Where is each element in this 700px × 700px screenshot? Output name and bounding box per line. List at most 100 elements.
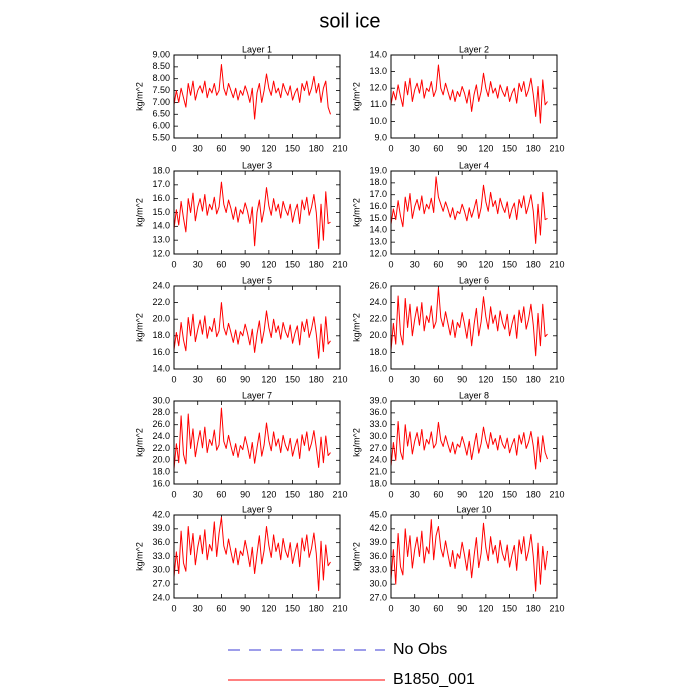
x-tick-label: 120 xyxy=(261,259,276,269)
y-axis-label: kg/m^2 xyxy=(134,198,144,227)
plot-frame xyxy=(173,400,341,485)
x-tick-label: 120 xyxy=(261,374,276,384)
x-tick-label: 60 xyxy=(433,374,443,384)
y-axis-label: kg/m^2 xyxy=(351,542,361,571)
y-tick-label: 14.0 xyxy=(369,225,387,235)
x-tick-label: 0 xyxy=(171,374,176,384)
x-tick-label: 60 xyxy=(216,143,226,153)
x-tick-label: 210 xyxy=(549,143,564,153)
y-tick-label: 27.0 xyxy=(152,579,170,589)
y-axis-label: kg/m^2 xyxy=(134,313,144,342)
y-tick-label: 33.0 xyxy=(152,551,170,561)
panel-title: Layer 7 xyxy=(242,390,272,400)
x-tick-label: 150 xyxy=(285,374,300,384)
x-tick-label: 0 xyxy=(388,603,393,613)
x-tick-label: 90 xyxy=(457,603,467,613)
y-tick-label: 18.0 xyxy=(369,478,387,488)
x-tick-label: 180 xyxy=(526,603,541,613)
panel: Layer 3 kg/m^2 12.0 13.0 14.0 15.0 16.0 17.0 18.… xyxy=(134,160,347,269)
plot-frame xyxy=(390,400,558,485)
panel-title: Layer 10 xyxy=(456,504,491,514)
data-line xyxy=(173,407,331,470)
panel-title: Layer 2 xyxy=(459,44,489,54)
x-tick-label: 60 xyxy=(216,603,226,613)
x-tick-label: 0 xyxy=(388,374,393,384)
x-tick-label: 180 xyxy=(526,374,541,384)
x-tick-label: 150 xyxy=(285,603,300,613)
y-tick-label: 26.0 xyxy=(369,280,387,290)
x-tick-label: 210 xyxy=(332,374,347,384)
x-tick-label: 60 xyxy=(216,259,226,269)
x-tick-label: 30 xyxy=(410,489,420,499)
y-tick-label: 24.0 xyxy=(152,431,170,441)
y-tick-label: 18.0 xyxy=(152,165,170,175)
data-line xyxy=(173,302,331,359)
x-tick-label: 30 xyxy=(193,489,203,499)
panel: Layer 10 kg/m^2 27.0 30.0 33.0 36.0 39.0 42.0 45… xyxy=(351,504,564,613)
x-tick-label: 90 xyxy=(240,143,250,153)
y-tick-label: 18.0 xyxy=(369,177,387,187)
y-tick-label: 12.0 xyxy=(152,248,170,258)
x-tick-label: 60 xyxy=(216,489,226,499)
panel: Layer 6 kg/m^2 16.0 18.0 20.0 22.0 24.0 26.0 0 30… xyxy=(351,275,564,384)
y-tick-label: 17.0 xyxy=(152,179,170,189)
y-tick-label: 6.00 xyxy=(152,121,170,131)
y-tick-label: 11.0 xyxy=(370,99,387,109)
y-tick-label: 39.0 xyxy=(369,537,387,547)
panel-title: Layer 3 xyxy=(242,160,272,170)
x-tick-label: 90 xyxy=(240,603,250,613)
y-tick-label: 22.0 xyxy=(152,443,170,453)
x-tick-label: 60 xyxy=(433,603,443,613)
x-tick-label: 0 xyxy=(171,603,176,613)
x-tick-label: 60 xyxy=(433,489,443,499)
y-axis-label: kg/m^2 xyxy=(351,428,361,457)
x-tick-label: 210 xyxy=(549,489,564,499)
y-tick-label: 13.0 xyxy=(369,66,387,76)
y-tick-label: 33.0 xyxy=(369,565,387,575)
x-tick-label: 150 xyxy=(285,259,300,269)
y-tick-label: 36.0 xyxy=(369,407,387,417)
panel-title: Layer 9 xyxy=(242,504,272,514)
y-tick-label: 16.0 xyxy=(152,193,170,203)
x-tick-label: 180 xyxy=(309,374,324,384)
y-tick-label: 17.0 xyxy=(369,189,387,199)
data-line xyxy=(390,519,549,592)
panel: Layer 5 kg/m^2 14.0 16.0 18.0 20.0 22.0 24.0 0 30… xyxy=(134,275,347,384)
x-tick-label: 90 xyxy=(240,489,250,499)
x-tick-label: 30 xyxy=(193,143,203,153)
y-axis-label: kg/m^2 xyxy=(351,198,361,227)
y-tick-label: 42.0 xyxy=(369,523,387,533)
plot-frame xyxy=(390,170,558,255)
y-tick-label: 16.0 xyxy=(152,478,170,488)
y-tick-label: 14.0 xyxy=(369,49,387,59)
y-tick-label: 18.0 xyxy=(152,330,170,340)
x-tick-label: 0 xyxy=(171,489,176,499)
x-tick-label: 60 xyxy=(216,374,226,384)
panel: Layer 7 kg/m^2 16.018.0 20.0 22.0 24.0 26.0 28.… xyxy=(134,390,347,499)
plot-frame xyxy=(390,514,558,599)
panel-title: Layer 5 xyxy=(242,275,272,285)
x-tick-label: 60 xyxy=(433,259,443,269)
y-tick-label: 6.50 xyxy=(152,109,170,119)
page-title: soil ice xyxy=(319,10,380,32)
x-tick-label: 210 xyxy=(332,603,347,613)
y-tick-label: 24.0 xyxy=(369,455,387,465)
panel-title: Layer 4 xyxy=(459,160,489,170)
x-tick-label: 120 xyxy=(478,489,493,499)
x-tick-label: 180 xyxy=(309,259,324,269)
x-tick-label: 120 xyxy=(478,603,493,613)
x-tick-label: 150 xyxy=(502,603,517,613)
panel: Layer 1 kg/m^2 5.506.00 6.50 7.00 7.50 8.00 8.5… xyxy=(134,44,347,153)
y-tick-label: 16.0 xyxy=(369,201,387,211)
y-tick-label: 14.0 xyxy=(152,221,170,231)
x-tick-label: 0 xyxy=(171,259,176,269)
x-tick-label: 120 xyxy=(261,143,276,153)
y-tick-label: 7.00 xyxy=(152,97,170,107)
x-tick-label: 210 xyxy=(332,489,347,499)
x-tick-label: 30 xyxy=(410,259,420,269)
x-tick-label: 0 xyxy=(388,259,393,269)
panel-title: Layer 1 xyxy=(242,44,272,54)
y-tick-label: 21.0 xyxy=(369,467,387,477)
y-tick-label: 18.0 xyxy=(152,467,170,477)
data-line xyxy=(390,64,548,124)
